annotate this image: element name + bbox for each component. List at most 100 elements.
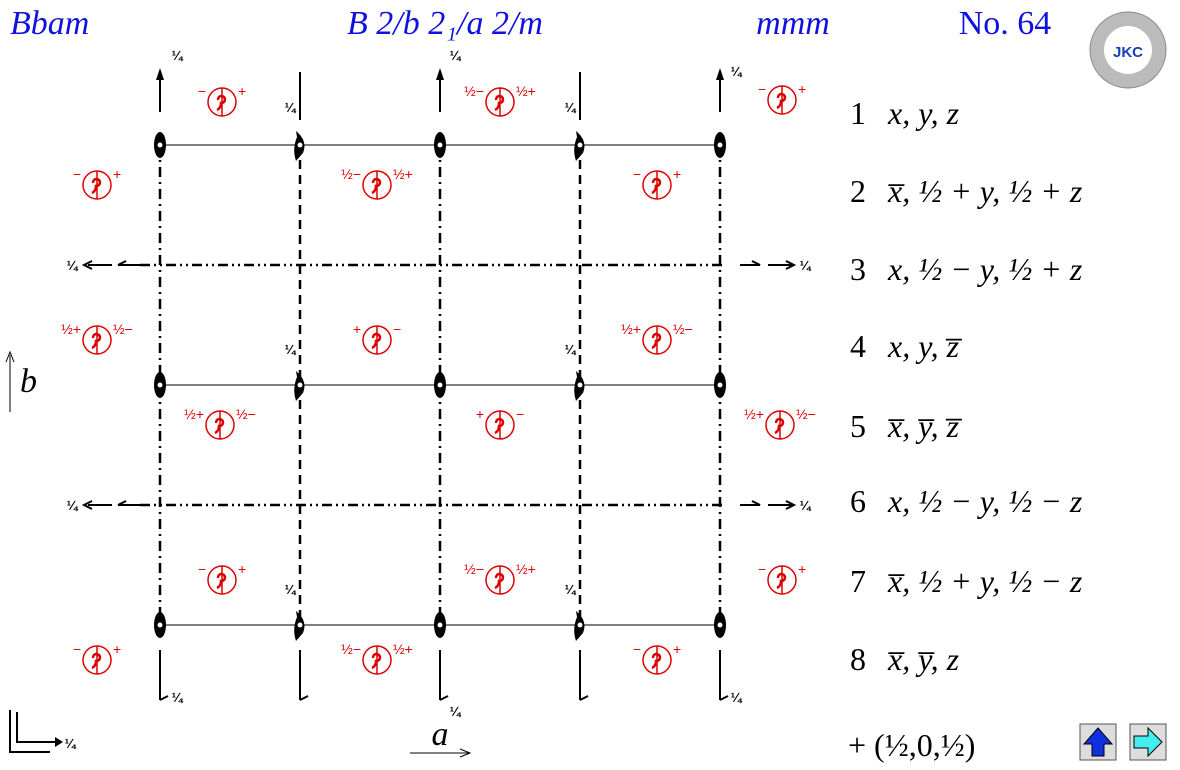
comma	[216, 94, 227, 112]
twofold-center	[717, 382, 723, 388]
next-icon[interactable]	[1133, 726, 1163, 758]
screw-center	[297, 622, 303, 628]
comma	[494, 417, 505, 435]
quarter-label: ¼	[65, 736, 77, 751]
comma	[216, 572, 227, 590]
axis-b: b	[20, 363, 37, 400]
screw-center	[577, 142, 583, 148]
height-right: ½+	[516, 561, 536, 577]
position-coords: x, ½ − y, ½ + z	[887, 251, 1083, 287]
quarter-label: ¼	[285, 100, 297, 115]
height-left: ½−	[464, 83, 484, 99]
position-coords: x̅, y̅, z	[887, 641, 960, 677]
height-left: +	[476, 406, 484, 422]
axis-a-head	[459, 748, 472, 758]
side-arrow	[81, 260, 140, 270]
full-symbol: B 2/b 2₁/a 2/m	[347, 5, 543, 42]
height-right: +	[798, 81, 806, 97]
comma	[651, 652, 662, 670]
twofold-center	[717, 142, 723, 148]
comma	[774, 417, 785, 435]
arrow-head	[156, 68, 164, 80]
height-left: ½+	[184, 406, 204, 422]
position-coords: x̅, ½ + y, ½ − z	[887, 563, 1083, 599]
height-right: ½−	[236, 406, 256, 422]
twofold-center	[437, 622, 443, 628]
height-left: −	[633, 166, 641, 182]
comma	[91, 652, 102, 670]
height-left: −	[198, 561, 206, 577]
quarter-label: ¼	[67, 498, 79, 513]
twofold-center	[157, 142, 163, 148]
screw-center	[297, 142, 303, 148]
height-left: −	[73, 641, 81, 657]
quarter-label: ¼	[800, 258, 812, 273]
arrow-head	[439, 695, 449, 701]
screw-center	[577, 382, 583, 388]
up-icon[interactable]	[1082, 727, 1114, 757]
comma	[776, 572, 787, 590]
height-right: +	[238, 561, 246, 577]
quarter-label: ¼	[450, 48, 462, 63]
comma	[91, 332, 102, 350]
number: No. 64	[959, 5, 1052, 42]
height-right: ½−	[673, 321, 693, 337]
axis-b-head	[5, 350, 15, 363]
height-left: ½−	[341, 641, 361, 657]
quarter-label: ¼	[172, 690, 184, 705]
arrow-head	[579, 695, 589, 701]
quarter-label: ¼	[800, 498, 812, 513]
position-coords: x, y, z	[887, 95, 960, 131]
comma	[651, 177, 662, 195]
position-number: 5	[850, 408, 866, 444]
comma	[371, 332, 382, 350]
comma	[494, 572, 505, 590]
comma	[651, 332, 662, 350]
point-group: mmm	[756, 5, 830, 42]
height-right: +	[798, 561, 806, 577]
origin-corner	[9, 710, 50, 753]
twofold-center	[157, 382, 163, 388]
quarter-label: ¼	[285, 582, 297, 597]
quarter-label: ¼	[67, 258, 79, 273]
height-left: −	[73, 166, 81, 182]
quarter-label: ¼	[172, 48, 184, 63]
position-coords: x, ½ − y, ½ − z	[887, 483, 1083, 519]
quarter-label: ¼	[565, 100, 577, 115]
position-number: 1	[850, 95, 866, 131]
position-number: 4	[850, 328, 866, 364]
comma	[214, 417, 225, 435]
side-arrow	[81, 500, 140, 510]
quarter-label: ¼	[285, 342, 297, 357]
height-right: ½+	[393, 641, 413, 657]
height-left: ½+	[744, 406, 764, 422]
comma	[371, 652, 382, 670]
height-right: +	[673, 641, 681, 657]
twofold-center	[717, 622, 723, 628]
height-left: +	[353, 321, 361, 337]
comma	[371, 177, 382, 195]
height-right: ½−	[113, 321, 133, 337]
position-number: 7	[850, 563, 866, 599]
height-left: −	[198, 83, 206, 99]
position-coords: x̅, ½ + y, ½ + z	[887, 173, 1083, 209]
position-number: 6	[850, 483, 866, 519]
twofold-center	[157, 622, 163, 628]
side-arrow	[740, 500, 797, 510]
height-left: ½−	[341, 166, 361, 182]
height-left: −	[758, 81, 766, 97]
arrow-head	[716, 68, 724, 80]
quarter-label: ¼	[565, 342, 577, 357]
quarter-label: ¼	[731, 690, 743, 705]
quarter-label: ¼	[565, 582, 577, 597]
comma	[494, 94, 505, 112]
height-right: +	[673, 166, 681, 182]
height-right: −	[516, 406, 524, 422]
arrow-head	[299, 695, 309, 701]
height-left: −	[758, 561, 766, 577]
position-number: 8	[850, 641, 866, 677]
arrow-head	[436, 68, 444, 80]
arrow-head	[719, 695, 729, 701]
origin-head	[55, 737, 63, 747]
